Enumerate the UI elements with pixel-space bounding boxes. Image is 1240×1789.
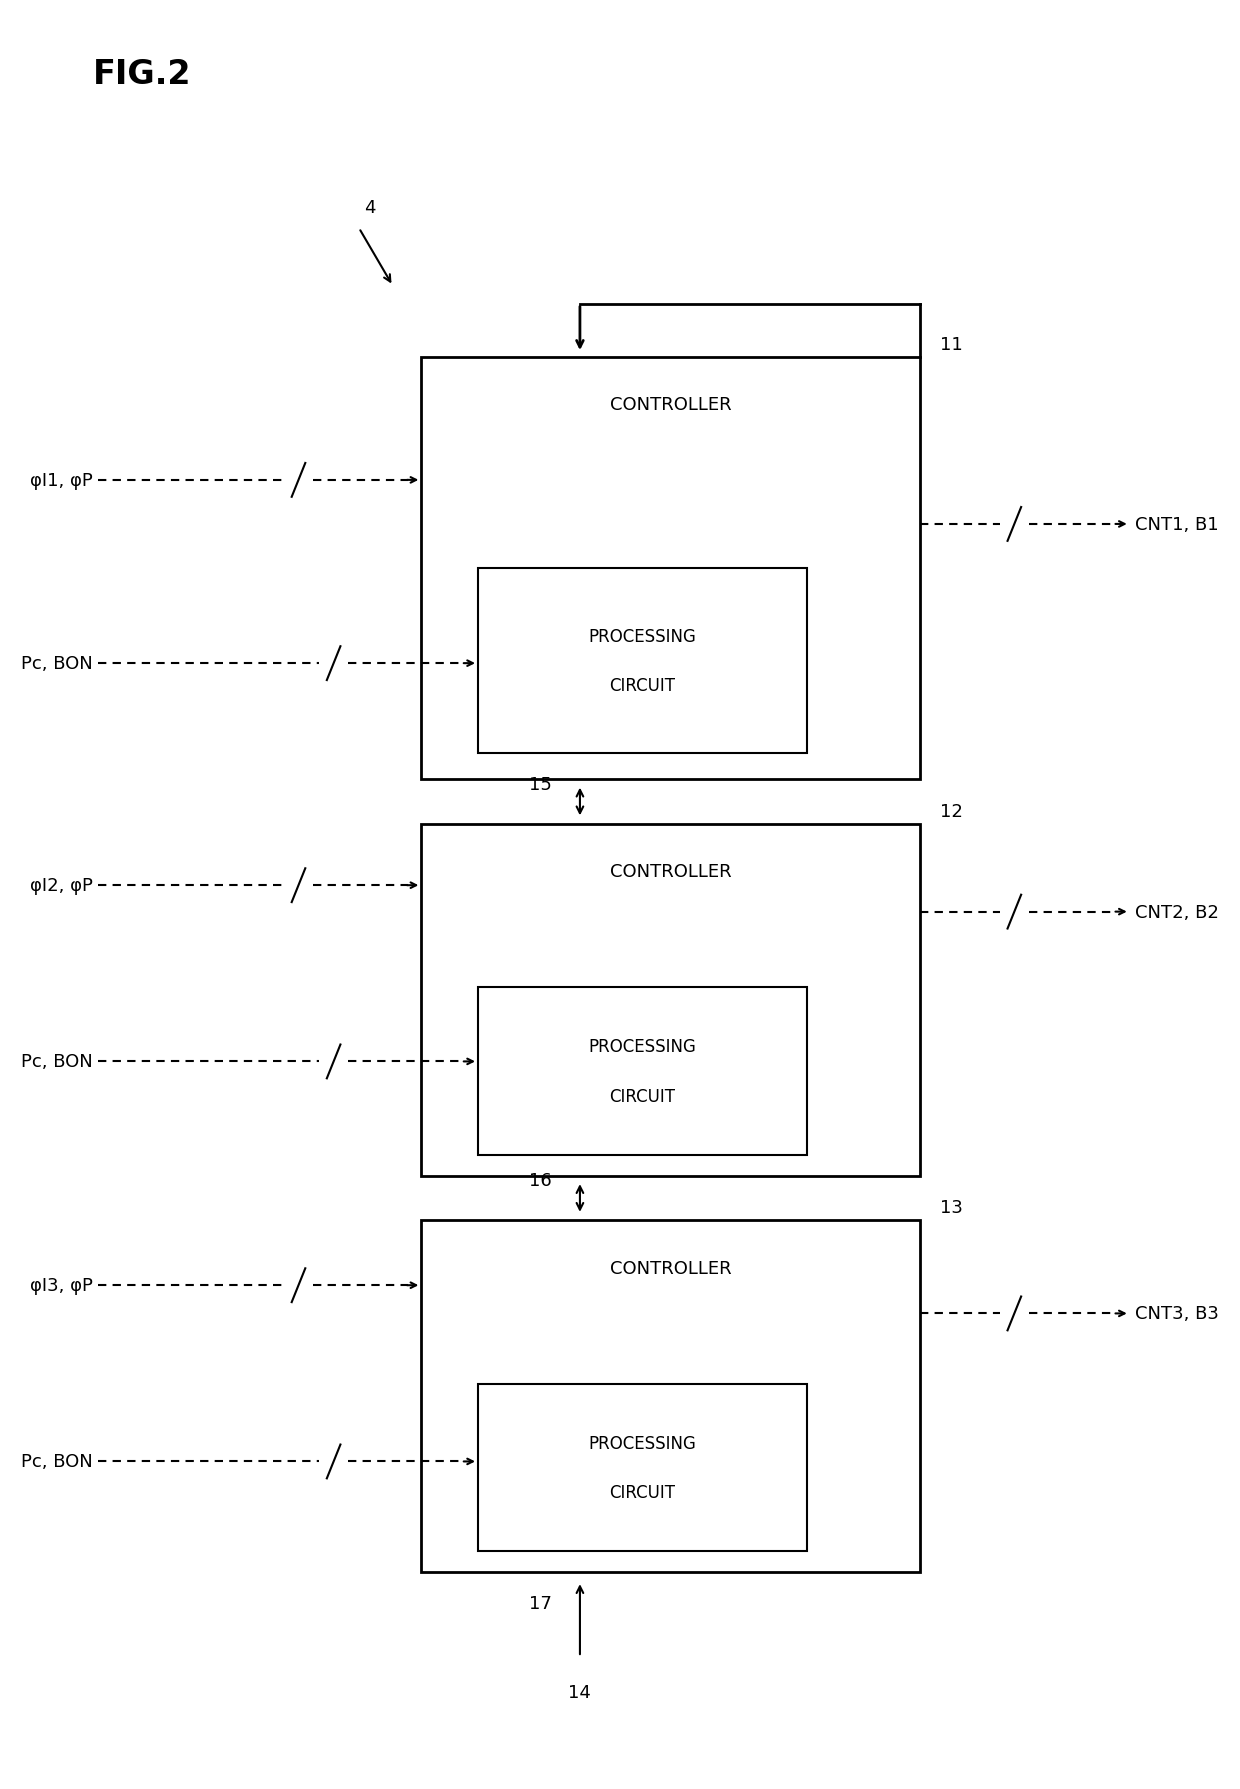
- Bar: [477, 1385, 807, 1551]
- Text: PROCESSING: PROCESSING: [588, 1038, 696, 1056]
- Text: φI1, φP: φI1, φP: [30, 472, 93, 490]
- Text: Pc, BON: Pc, BON: [21, 1052, 93, 1072]
- Text: FIG.2: FIG.2: [93, 57, 191, 91]
- Text: 14: 14: [568, 1683, 591, 1701]
- Text: 13: 13: [940, 1199, 963, 1217]
- Text: Pc, BON: Pc, BON: [21, 1453, 93, 1471]
- Text: CIRCUIT: CIRCUIT: [609, 1088, 676, 1106]
- Text: CNT3, B3: CNT3, B3: [1136, 1304, 1219, 1322]
- Bar: [477, 988, 807, 1156]
- Text: CONTROLLER: CONTROLLER: [610, 1259, 732, 1277]
- Text: CIRCUIT: CIRCUIT: [609, 676, 676, 694]
- Bar: [477, 569, 807, 753]
- Text: CONTROLLER: CONTROLLER: [610, 862, 732, 880]
- Text: PROCESSING: PROCESSING: [588, 1435, 696, 1453]
- Text: PROCESSING: PROCESSING: [588, 628, 696, 646]
- Text: 4: 4: [365, 199, 376, 216]
- Text: 12: 12: [940, 803, 963, 821]
- Text: φI2, φP: φI2, φP: [30, 877, 93, 894]
- Text: 11: 11: [940, 336, 963, 354]
- Bar: [422, 1220, 920, 1573]
- Text: φI3, φP: φI3, φP: [30, 1277, 93, 1295]
- Bar: [422, 358, 920, 780]
- Bar: [422, 825, 920, 1177]
- Text: 17: 17: [528, 1594, 552, 1612]
- Text: CNT2, B2: CNT2, B2: [1136, 903, 1219, 921]
- Text: CNT1, B1: CNT1, B1: [1136, 515, 1219, 533]
- Text: Pc, BON: Pc, BON: [21, 655, 93, 673]
- Text: 16: 16: [528, 1172, 552, 1190]
- Text: 15: 15: [528, 775, 552, 793]
- Text: CONTROLLER: CONTROLLER: [610, 395, 732, 413]
- Text: CIRCUIT: CIRCUIT: [609, 1483, 676, 1501]
